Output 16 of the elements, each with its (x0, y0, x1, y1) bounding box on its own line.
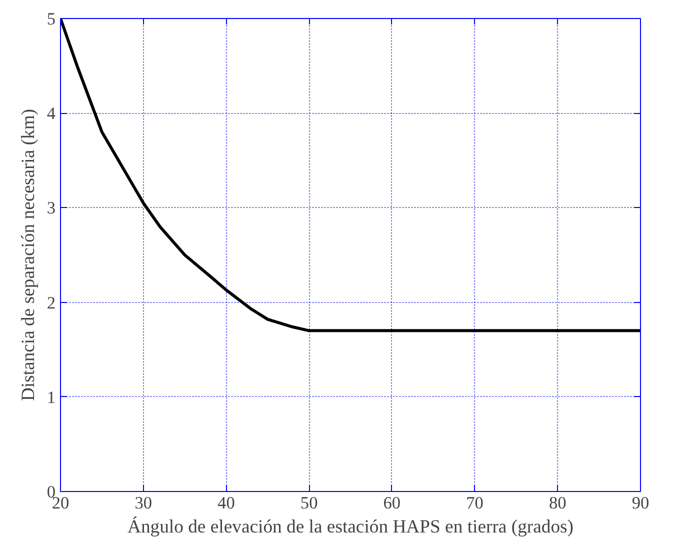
y-tick-label: 3 (46, 198, 56, 218)
y-tick-label: 1 (46, 388, 56, 407)
y-tick-label: 5 (46, 10, 56, 28)
y-axis-title: Distancia de separación necesaria (km) (18, 108, 39, 402)
x-tick-label: 70 (466, 494, 484, 512)
x-tick-label: 40 (218, 494, 235, 512)
x-tick-label: 60 (383, 494, 401, 512)
x-axis-title: Ángulo de elevación de la estación HAPS en tierra (grados) (127, 516, 574, 538)
y-tick-label: 4 (46, 104, 56, 124)
y-tick-label: 0 (46, 482, 56, 502)
x-tick-label: 50 (300, 494, 318, 512)
x-tick-label: 90 (632, 494, 650, 512)
line-series (60, 18, 640, 332)
x-tick-label: 80 (548, 494, 566, 512)
y-tick-label: 2 (46, 293, 56, 312)
x-tick-label: 30 (134, 494, 152, 512)
